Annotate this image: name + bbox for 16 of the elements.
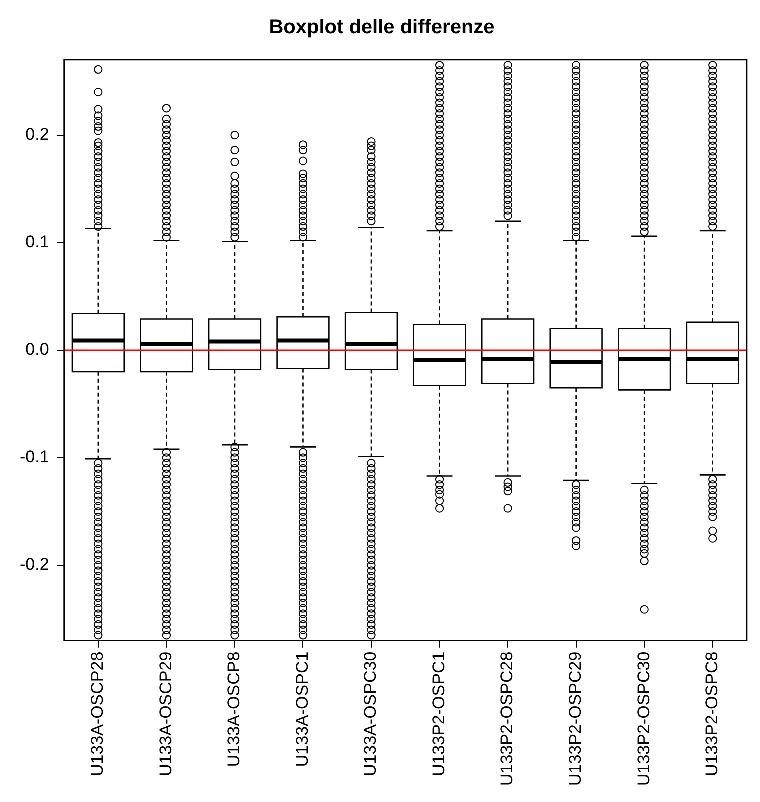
x-tick-label: U133P2-OSPC29 [566,652,586,786]
x-tick-label: U133A-OSCP8 [224,652,244,768]
chart-title: Boxplot delle differenze [269,16,495,39]
y-tick-label: -0.1 [20,448,50,467]
x-tick-label: U133A-OSPC1 [292,652,312,768]
y-tick-label: -0.2 [20,555,50,574]
x-tick-label: U133P2-OSPC28 [498,652,517,786]
x-tick-label: U133A-OSCP28 [88,652,108,777]
x-tick-label: U133A-OSPC30 [361,652,380,777]
x-tick-label: U133P2-OSPC30 [634,652,654,786]
x-tick-label: U133P2-OSPC8 [702,652,722,777]
x-tick-label: U133P2-OSPC1 [429,652,448,777]
y-tick-label: 0.2 [26,124,50,144]
y-tick-label: 0.1 [26,232,50,252]
x-tick-label: U133A-OSCP29 [156,652,176,777]
y-tick-label: 0.0 [26,340,50,360]
